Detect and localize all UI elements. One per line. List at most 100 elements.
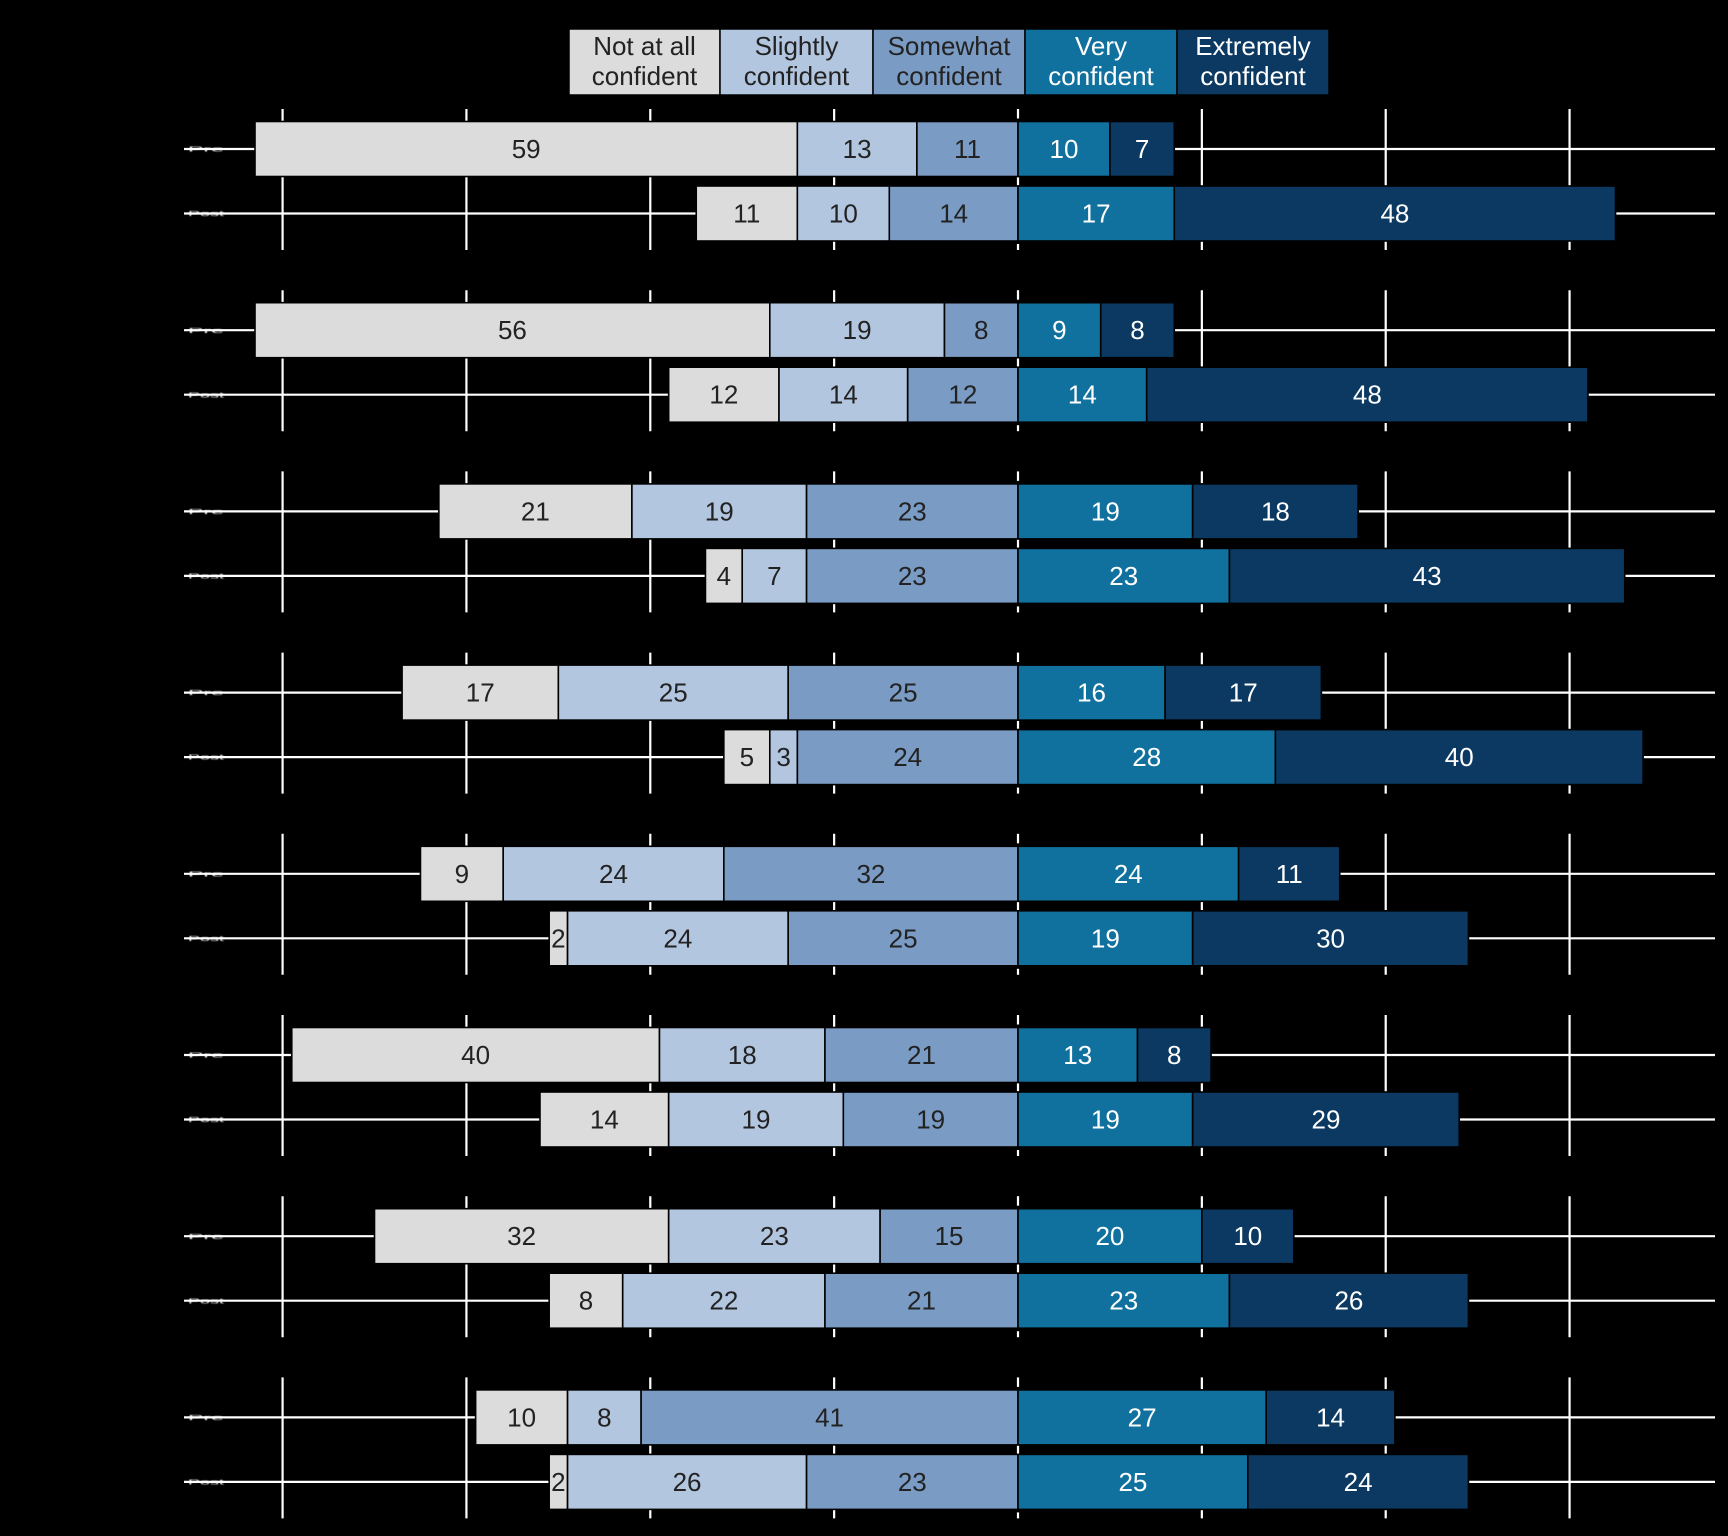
svg-text:8: 8 — [974, 315, 988, 345]
svg-text:23: 23 — [898, 496, 927, 526]
svg-text:7: 7 — [1135, 134, 1149, 164]
svg-text:Very: Very — [1075, 31, 1127, 61]
svg-text:Pre: Pre — [188, 1234, 224, 1241]
svg-text:11: 11 — [954, 134, 981, 164]
svg-text:41: 41 — [815, 1402, 844, 1432]
svg-text:Extremely: Extremely — [1195, 31, 1311, 61]
svg-text:19: 19 — [916, 1105, 945, 1135]
svg-text:19: 19 — [843, 315, 872, 345]
svg-text:3: 3 — [776, 742, 790, 772]
svg-text:14: 14 — [829, 380, 858, 410]
svg-text:32: 32 — [856, 859, 885, 889]
svg-text:21: 21 — [907, 1040, 936, 1070]
svg-text:Post: Post — [188, 1298, 224, 1305]
svg-text:13: 13 — [1063, 1040, 1092, 1070]
svg-text:29: 29 — [1311, 1105, 1340, 1135]
svg-text:23: 23 — [898, 1467, 927, 1497]
svg-text:48: 48 — [1380, 199, 1409, 229]
svg-text:Post: Post — [188, 1117, 224, 1124]
svg-text:30: 30 — [1316, 923, 1345, 953]
svg-text:43: 43 — [1413, 561, 1442, 591]
svg-text:25: 25 — [659, 678, 688, 708]
svg-text:Pre: Pre — [188, 1053, 224, 1060]
svg-text:23: 23 — [898, 561, 927, 591]
svg-text:18: 18 — [1261, 496, 1290, 526]
svg-text:Pre: Pre — [188, 147, 224, 154]
svg-text:Post: Post — [188, 1480, 224, 1487]
svg-text:Post: Post — [188, 392, 224, 399]
svg-text:8: 8 — [1167, 1040, 1181, 1070]
svg-text:9: 9 — [1052, 315, 1066, 345]
svg-text:25: 25 — [889, 923, 918, 953]
svg-text:confident: confident — [744, 61, 850, 91]
svg-text:Pre: Pre — [188, 690, 224, 697]
svg-text:19: 19 — [1091, 923, 1120, 953]
svg-text:confident: confident — [1048, 61, 1154, 91]
svg-text:18: 18 — [728, 1040, 757, 1070]
svg-text:14: 14 — [939, 199, 968, 229]
svg-text:59: 59 — [512, 134, 541, 164]
svg-text:confident: confident — [1200, 61, 1306, 91]
svg-text:14: 14 — [1068, 380, 1097, 410]
svg-text:Pre: Pre — [188, 871, 224, 878]
svg-text:19: 19 — [1091, 1105, 1120, 1135]
svg-text:16: 16 — [1077, 678, 1106, 708]
svg-text:19: 19 — [705, 496, 734, 526]
svg-text:15: 15 — [935, 1221, 964, 1251]
svg-text:26: 26 — [1334, 1286, 1363, 1316]
svg-text:19: 19 — [742, 1105, 771, 1135]
svg-text:Post: Post — [188, 936, 224, 943]
svg-text:11: 11 — [733, 199, 760, 229]
svg-text:24: 24 — [663, 923, 692, 953]
svg-text:56: 56 — [498, 315, 527, 345]
svg-text:2: 2 — [551, 1467, 565, 1497]
svg-text:8: 8 — [579, 1286, 593, 1316]
svg-text:14: 14 — [590, 1105, 619, 1135]
svg-text:Not at all: Not at all — [593, 31, 696, 61]
svg-text:Post: Post — [188, 755, 224, 762]
svg-text:14: 14 — [1316, 1402, 1345, 1432]
svg-text:24: 24 — [599, 859, 628, 889]
svg-text:48: 48 — [1353, 380, 1382, 410]
svg-text:Pre: Pre — [188, 509, 224, 516]
svg-text:10: 10 — [1049, 134, 1078, 164]
svg-text:8: 8 — [597, 1402, 611, 1432]
svg-text:20: 20 — [1095, 1221, 1124, 1251]
svg-text:17: 17 — [1229, 678, 1258, 708]
svg-text:21: 21 — [521, 496, 550, 526]
svg-text:Slightly: Slightly — [755, 31, 839, 61]
svg-text:23: 23 — [760, 1221, 789, 1251]
svg-text:4: 4 — [717, 561, 731, 591]
svg-text:Somewhat: Somewhat — [888, 31, 1012, 61]
svg-text:2: 2 — [551, 923, 565, 953]
svg-text:12: 12 — [948, 380, 977, 410]
svg-text:12: 12 — [709, 380, 738, 410]
svg-text:8: 8 — [1130, 315, 1144, 345]
svg-text:11: 11 — [1276, 859, 1303, 889]
svg-text:24: 24 — [1344, 1467, 1373, 1497]
svg-text:40: 40 — [461, 1040, 490, 1070]
svg-text:10: 10 — [829, 199, 858, 229]
svg-text:Post: Post — [188, 574, 224, 581]
svg-text:27: 27 — [1128, 1402, 1157, 1432]
svg-text:24: 24 — [893, 742, 922, 772]
svg-text:17: 17 — [1082, 199, 1111, 229]
svg-text:23: 23 — [1109, 561, 1138, 591]
svg-text:32: 32 — [507, 1221, 536, 1251]
svg-text:25: 25 — [889, 678, 918, 708]
svg-text:26: 26 — [673, 1467, 702, 1497]
svg-text:19: 19 — [1091, 496, 1120, 526]
svg-text:Post: Post — [188, 211, 224, 218]
svg-text:Pre: Pre — [188, 328, 224, 335]
svg-text:22: 22 — [709, 1286, 738, 1316]
svg-text:9: 9 — [455, 859, 469, 889]
svg-text:40: 40 — [1445, 742, 1474, 772]
svg-text:confident: confident — [896, 61, 1002, 91]
svg-text:23: 23 — [1109, 1286, 1138, 1316]
svg-text:17: 17 — [466, 678, 495, 708]
svg-text:5: 5 — [740, 742, 754, 772]
svg-text:10: 10 — [507, 1402, 536, 1432]
svg-text:10: 10 — [1233, 1221, 1262, 1251]
svg-text:25: 25 — [1118, 1467, 1147, 1497]
svg-text:28: 28 — [1132, 742, 1161, 772]
